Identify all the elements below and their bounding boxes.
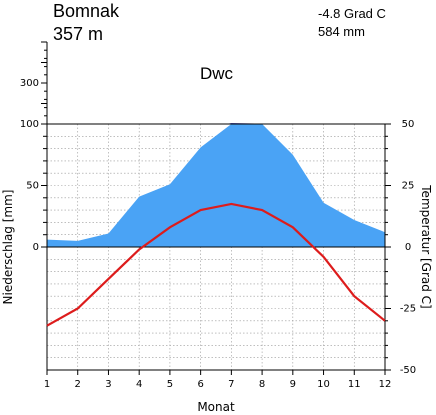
right-tick-label: 0 (405, 242, 411, 253)
station-elevation: 357 m (53, 24, 103, 44)
precipitation-area (47, 124, 385, 247)
x-tick-label: 2 (75, 379, 81, 390)
x-tick-label: 7 (228, 379, 234, 390)
station-name: Bomnak (53, 1, 120, 21)
x-tick-label: 9 (290, 379, 296, 390)
right-axis-label: Temperatur [Grad C] (419, 184, 433, 308)
x-tick-label: 1 (44, 379, 50, 390)
x-tick-label: 11 (348, 379, 361, 390)
x-tick-label: 6 (197, 379, 203, 390)
x-tick-label: 10 (317, 379, 330, 390)
x-tick-label: 4 (136, 379, 142, 390)
x-tick-label: 12 (379, 379, 392, 390)
right-tick-label: -50 (400, 365, 416, 376)
left-tick-label: 300 (20, 78, 39, 89)
left-tick-label: 100 (20, 119, 39, 130)
x-axis-label: Monat (197, 400, 235, 414)
x-tick-label: 5 (167, 379, 173, 390)
left-tick-label: 50 (26, 181, 39, 192)
right-tick-label: 25 (402, 181, 415, 192)
left-axis-label: Niederschlag [mm] (1, 190, 15, 305)
mean-temperature: -4.8 Grad C (318, 6, 386, 21)
x-tick-label: 3 (105, 379, 111, 390)
left-tick-label: 0 (33, 242, 39, 253)
x-tick-label: 8 (259, 379, 265, 390)
right-tick-label: 50 (402, 119, 415, 130)
right-tick-label: -25 (400, 304, 416, 315)
temperature-line (46, 202, 386, 327)
climate-class: Dwc (200, 64, 234, 83)
annual-precipitation: 584 mm (318, 24, 365, 39)
